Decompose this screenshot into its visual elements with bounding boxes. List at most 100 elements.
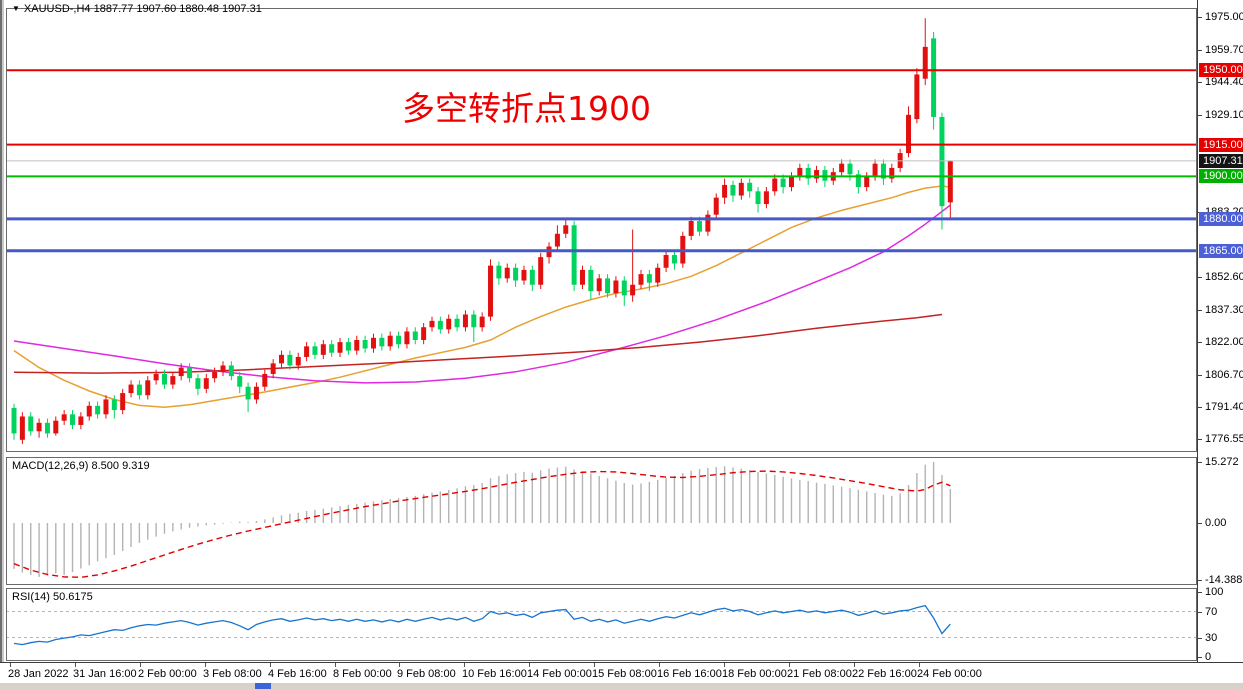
candle xyxy=(880,159,886,185)
time-axis[interactable]: 28 Jan 2022 31 Jan 16:00 2 Feb 00:00 3 Feb … xyxy=(0,662,1243,684)
rsi-current-value: 50.6175 xyxy=(52,591,93,603)
candle xyxy=(153,369,159,385)
rsi-pane[interactable] xyxy=(6,588,1197,661)
macd-pane[interactable] xyxy=(6,457,1197,585)
candle xyxy=(337,337,343,357)
chart-title-text: XAUUSD-,H4 1887.77 1907.60 1880.48 1907.… xyxy=(23,3,262,15)
candle xyxy=(429,316,435,332)
taskbar-app-chip[interactable] xyxy=(255,683,271,689)
time-tick xyxy=(529,663,530,667)
candle xyxy=(44,418,50,438)
candle xyxy=(304,342,310,362)
candle xyxy=(588,265,594,300)
candle xyxy=(103,395,109,419)
macd-signal-line xyxy=(13,470,951,579)
macd-tick-label: -14.388 xyxy=(1198,574,1242,586)
annotation-text: 多空转折点1900 xyxy=(402,89,651,128)
time-tick xyxy=(205,663,206,667)
price-badge: 1900.00 xyxy=(1199,169,1243,183)
candle xyxy=(454,314,460,332)
candle xyxy=(379,333,385,351)
time-tick xyxy=(10,663,11,667)
time-label: 16 Feb 16:00 xyxy=(657,668,722,680)
candle xyxy=(262,369,268,391)
time-label: 15 Feb 08:00 xyxy=(592,668,657,680)
time-label: 14 Feb 00:00 xyxy=(527,668,592,680)
candle xyxy=(730,180,736,202)
candle xyxy=(28,412,34,436)
rsi-name: RSI(14) xyxy=(12,591,50,603)
candle xyxy=(780,174,786,194)
candle xyxy=(546,242,552,264)
price-tick-label: 1944.40 xyxy=(1198,76,1243,88)
candle xyxy=(738,178,744,200)
rsi-line xyxy=(13,604,951,646)
candle xyxy=(36,418,42,438)
rsi-tick-label: 0 xyxy=(1198,651,1211,663)
candle xyxy=(404,327,410,349)
candle xyxy=(872,159,878,181)
rsi-pane-border xyxy=(6,588,1197,661)
candle xyxy=(421,322,427,345)
candle xyxy=(755,187,761,213)
time-tick xyxy=(270,663,271,667)
candle xyxy=(814,165,820,183)
candle xyxy=(187,363,193,383)
rsi-tick-label: 100 xyxy=(1198,586,1223,598)
time-label: 10 Feb 16:00 xyxy=(462,668,527,680)
candle xyxy=(462,310,468,332)
candle xyxy=(914,68,920,124)
candle xyxy=(136,380,142,400)
time-label: 9 Feb 08:00 xyxy=(397,668,456,680)
time-tick xyxy=(464,663,465,667)
ma-fast-orange xyxy=(13,185,951,409)
main-chart-pane[interactable] xyxy=(6,8,1197,452)
candle xyxy=(671,250,677,270)
candle xyxy=(722,178,728,205)
candle xyxy=(947,160,953,218)
price-axis[interactable]: 1975.001959.701944.401929.101883.201852.… xyxy=(1197,0,1243,663)
candle xyxy=(579,265,585,290)
candle xyxy=(939,112,945,230)
candle xyxy=(922,18,928,86)
time-tick xyxy=(659,663,660,667)
symbol-dropdown-icon[interactable]: ▼ xyxy=(12,4,20,13)
candle xyxy=(571,221,577,292)
candle xyxy=(513,263,519,287)
candle xyxy=(630,229,636,302)
candle xyxy=(329,339,335,357)
candle xyxy=(203,373,209,394)
candle xyxy=(412,327,418,345)
candle xyxy=(396,331,402,349)
candle xyxy=(763,187,769,209)
candle xyxy=(161,369,167,389)
time-label: 2 Feb 00:00 xyxy=(138,668,197,680)
price-badge: 1915.00 xyxy=(1199,138,1243,152)
price-tick-label: 1791.40 xyxy=(1198,401,1243,413)
price-tick-label: 1837.30 xyxy=(1198,304,1243,316)
price-tick-label: 1822.00 xyxy=(1198,336,1243,348)
candle xyxy=(312,342,318,360)
time-label: 3 Feb 08:00 xyxy=(203,668,262,680)
price-badge: 1865.00 xyxy=(1199,244,1243,258)
time-tick xyxy=(789,663,790,667)
candle xyxy=(270,359,276,379)
candle xyxy=(605,274,611,298)
ma-mid-magenta xyxy=(13,204,951,384)
candle xyxy=(705,210,711,236)
macd-tick-label: 15.272 xyxy=(1198,456,1239,468)
candle xyxy=(237,371,243,394)
candle xyxy=(621,276,627,306)
candle xyxy=(504,263,510,283)
candle xyxy=(212,367,218,383)
macd-tick-label: 0.00 xyxy=(1198,517,1226,529)
candle xyxy=(563,218,569,239)
time-label: 21 Feb 08:00 xyxy=(787,668,852,680)
time-label: 28 Jan 2022 xyxy=(8,668,69,680)
candle xyxy=(906,106,912,158)
candle xyxy=(713,193,719,219)
time-tick xyxy=(75,663,76,667)
candle xyxy=(529,265,535,292)
candle xyxy=(195,373,201,396)
candle xyxy=(345,337,351,355)
